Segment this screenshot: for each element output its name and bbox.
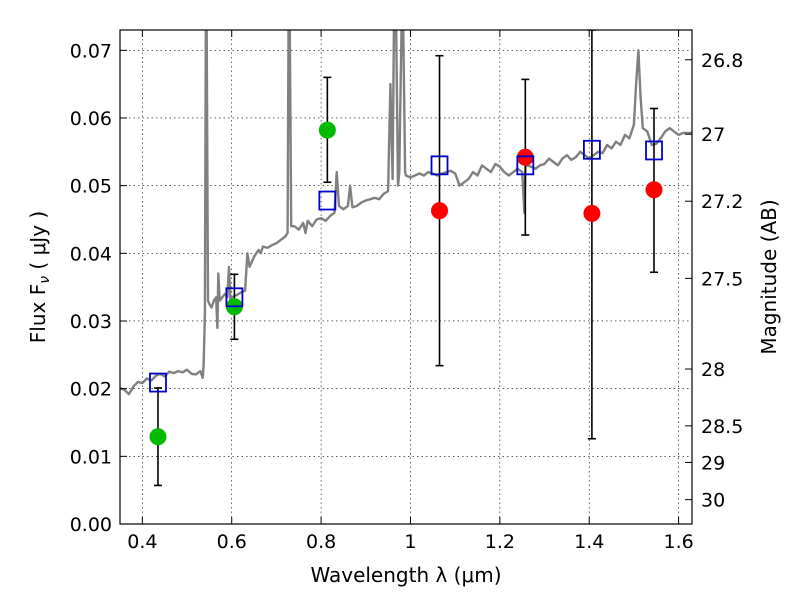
y2-axis-title: Magnitude (AB) xyxy=(757,199,781,354)
y-axis-title-unit: ( μJy ) xyxy=(26,211,50,276)
data-point-red xyxy=(431,202,449,220)
model-point-square xyxy=(318,190,337,211)
x-tick-label: 1.2 xyxy=(485,531,515,553)
model-point-square xyxy=(516,155,535,176)
y-tick-label: 0.05 xyxy=(70,176,112,198)
model-point-square xyxy=(583,139,601,160)
y-tick-label: 0.03 xyxy=(70,311,112,333)
x-tick-label: 0.4 xyxy=(127,531,157,553)
x-tick-label: 1.4 xyxy=(574,531,604,553)
y-tick-label: 0.00 xyxy=(70,514,112,536)
plot-frame xyxy=(119,29,693,525)
y2-tick-label: 28 xyxy=(701,359,725,381)
y-axis-title: Flux Fν ( μJy ) xyxy=(26,211,53,343)
y-tick-label: 0.06 xyxy=(70,108,112,130)
y-axis-title-sub: ν xyxy=(37,276,53,284)
x-tick-label: 0.8 xyxy=(306,531,336,553)
data-point-green xyxy=(318,121,336,139)
axis-ticks: 0.4 0.6 0.8 1 1.2 1.4 1.6 0.00 0.01 0.02 0.03 0.04 0… xyxy=(70,30,743,553)
y-tick-label: 0.04 xyxy=(70,243,112,265)
x-axis-title: Wavelength λ (μm) xyxy=(310,563,501,587)
marker-layer xyxy=(149,121,663,446)
model-point-square xyxy=(225,287,244,308)
x-tick-label: 0.6 xyxy=(217,531,247,553)
y-tick-label: 0.02 xyxy=(70,379,112,401)
grid-lines xyxy=(120,30,692,524)
data-point-red xyxy=(645,181,663,199)
y2-tick-label: 27 xyxy=(701,124,725,146)
data-point-red xyxy=(583,204,601,222)
y2-tick-label: 30 xyxy=(701,490,725,512)
x-tick-label: 1 xyxy=(404,531,416,553)
data-point-green xyxy=(149,428,167,446)
y2-tick-label: 26.8 xyxy=(701,50,743,72)
y-axis-title-main: Flux F xyxy=(26,284,50,343)
y2-tick-label: 28.5 xyxy=(701,416,743,438)
y2-tick-label: 27.5 xyxy=(701,268,743,290)
y2-tick-label: 29 xyxy=(701,452,725,474)
x-tick-label: 1.6 xyxy=(663,531,693,553)
model-point-square xyxy=(430,155,449,176)
y-tick-label: 0.01 xyxy=(70,446,112,468)
y-tick-label: 0.07 xyxy=(70,40,112,62)
model-point-square xyxy=(149,372,167,393)
y2-tick-label: 27.2 xyxy=(701,191,743,213)
model-point-square xyxy=(645,140,663,161)
